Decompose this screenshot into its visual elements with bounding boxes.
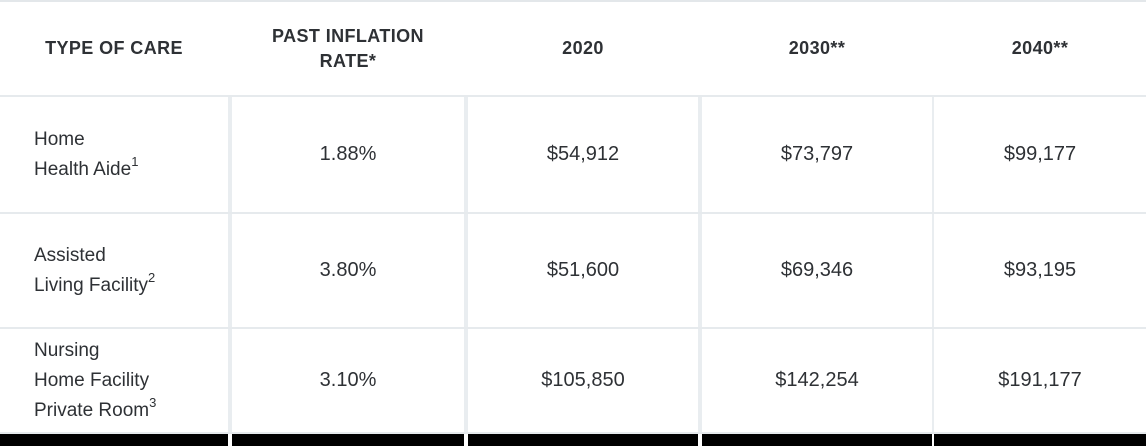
care-type-name: Assisted Living Facility2 — [34, 241, 155, 301]
table-row-assisted-living-facility: Assisted Living Facility2 3.80% $51,600 … — [0, 212, 1146, 327]
column-separator — [464, 2, 468, 95]
header-2040: 2040** — [934, 2, 1146, 95]
column-separator — [698, 329, 702, 432]
column-separator — [932, 214, 934, 327]
table-row-home-health-aide: Home Health Aide1 1.88% $54,912 $73,797 … — [0, 95, 1146, 212]
column-separator — [932, 97, 934, 212]
cost-2040-cell: $93,195 — [934, 214, 1146, 327]
care-type-cell: Home Health Aide1 — [0, 97, 228, 212]
column-separator — [228, 434, 232, 446]
care-type-line: Nursing — [34, 339, 100, 361]
bottom-bar-segment — [468, 434, 698, 446]
care-type-line: Assisted — [34, 244, 106, 266]
column-separator — [464, 329, 468, 432]
care-type-line: Private Room3 — [34, 395, 157, 421]
table-header-row: TYPE OF CARE PAST INFLATION RATE* 2020 2… — [0, 2, 1146, 95]
column-separator — [698, 2, 702, 95]
cost-2020-cell: $51,600 — [468, 214, 698, 327]
header-past-inflation-rate: PAST INFLATION RATE* — [232, 2, 464, 95]
care-type-name: Home Health Aide1 — [34, 125, 138, 185]
column-separator — [932, 329, 934, 432]
care-type-name: Nursing Home Facility Private Room3 — [34, 336, 156, 426]
header-2030: 2030** — [702, 2, 932, 95]
column-separator — [464, 434, 468, 446]
cost-2030-cell: $69,346 — [702, 214, 932, 327]
column-separator — [698, 97, 702, 212]
cost-2040-cell: $191,177 — [934, 329, 1146, 432]
care-type-line: Home — [34, 128, 85, 150]
column-separator — [698, 434, 702, 446]
table-top-border — [0, 0, 1146, 2]
bottom-bar-segment — [0, 434, 228, 446]
header-type-of-care: TYPE OF CARE — [0, 2, 228, 95]
column-separator — [228, 97, 232, 212]
care-type-cell: Nursing Home Facility Private Room3 — [0, 329, 228, 432]
bottom-bar-segment — [702, 434, 932, 446]
column-separator — [228, 329, 232, 432]
cost-2030-cell: $142,254 — [702, 329, 932, 432]
column-separator — [228, 2, 232, 95]
footnote-marker: 2 — [148, 270, 156, 286]
cost-2020-cell: $54,912 — [468, 97, 698, 212]
footnote-marker: 3 — [149, 395, 157, 411]
inflation-rate-cell: 1.88% — [232, 97, 464, 212]
bottom-bar-segment — [232, 434, 464, 446]
bottom-bar-segment — [934, 434, 1146, 446]
column-separator — [932, 2, 934, 95]
column-separator — [464, 214, 468, 327]
table-row-nursing-home-facility: Nursing Home Facility Private Room3 3.10… — [0, 327, 1146, 432]
table-bottom-bar — [0, 432, 1146, 446]
cost-2040-cell: $99,177 — [934, 97, 1146, 212]
care-type-line: Living Facility2 — [34, 270, 156, 296]
column-separator — [464, 97, 468, 212]
cost-2030-cell: $73,797 — [702, 97, 932, 212]
column-separator — [698, 214, 702, 327]
care-type-line: Health Aide1 — [34, 154, 139, 180]
footnote-marker: 1 — [131, 154, 139, 170]
care-type-line: Home Facility — [34, 369, 150, 391]
inflation-rate-cell: 3.10% — [232, 329, 464, 432]
header-2020: 2020 — [468, 2, 698, 95]
column-separator — [228, 214, 232, 327]
inflation-rate-cell: 3.80% — [232, 214, 464, 327]
cost-2020-cell: $105,850 — [468, 329, 698, 432]
column-separator — [932, 434, 934, 446]
care-type-cell: Assisted Living Facility2 — [0, 214, 228, 327]
